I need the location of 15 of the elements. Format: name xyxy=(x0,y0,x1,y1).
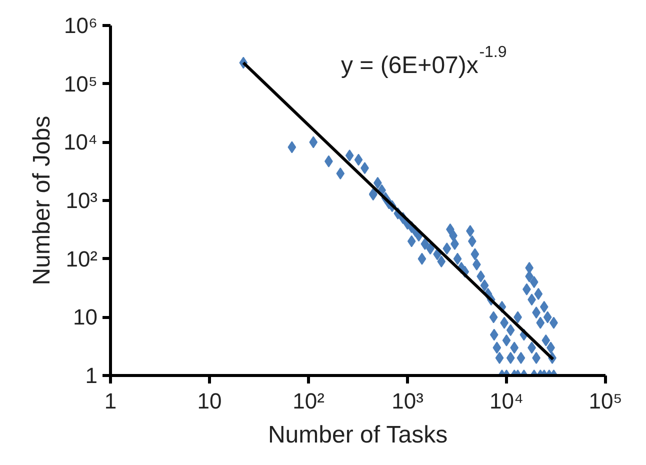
x-tick-label: 10⁵ xyxy=(588,388,622,414)
x-tick-label: 10² xyxy=(292,388,324,414)
x-tick-label: 10 xyxy=(197,388,222,414)
y-tick-label: 10 xyxy=(73,304,98,330)
y-tick-label: 10⁶ xyxy=(64,13,98,38)
y-tick-label: 10² xyxy=(66,246,98,272)
x-tick-label: 10⁴ xyxy=(490,388,524,414)
y-tick-label: 10⁵ xyxy=(64,71,98,96)
y-axis-title: Number of Jobs xyxy=(28,116,56,286)
y-tick-label: 10⁴ xyxy=(64,130,98,155)
x-tick-label: 10³ xyxy=(392,388,424,414)
x-tick-label: 1 xyxy=(104,388,117,414)
y-tick-label: 10³ xyxy=(66,188,98,213)
y-tick-label: 1 xyxy=(85,363,98,388)
x-axis-title: Number of Tasks xyxy=(268,422,448,448)
